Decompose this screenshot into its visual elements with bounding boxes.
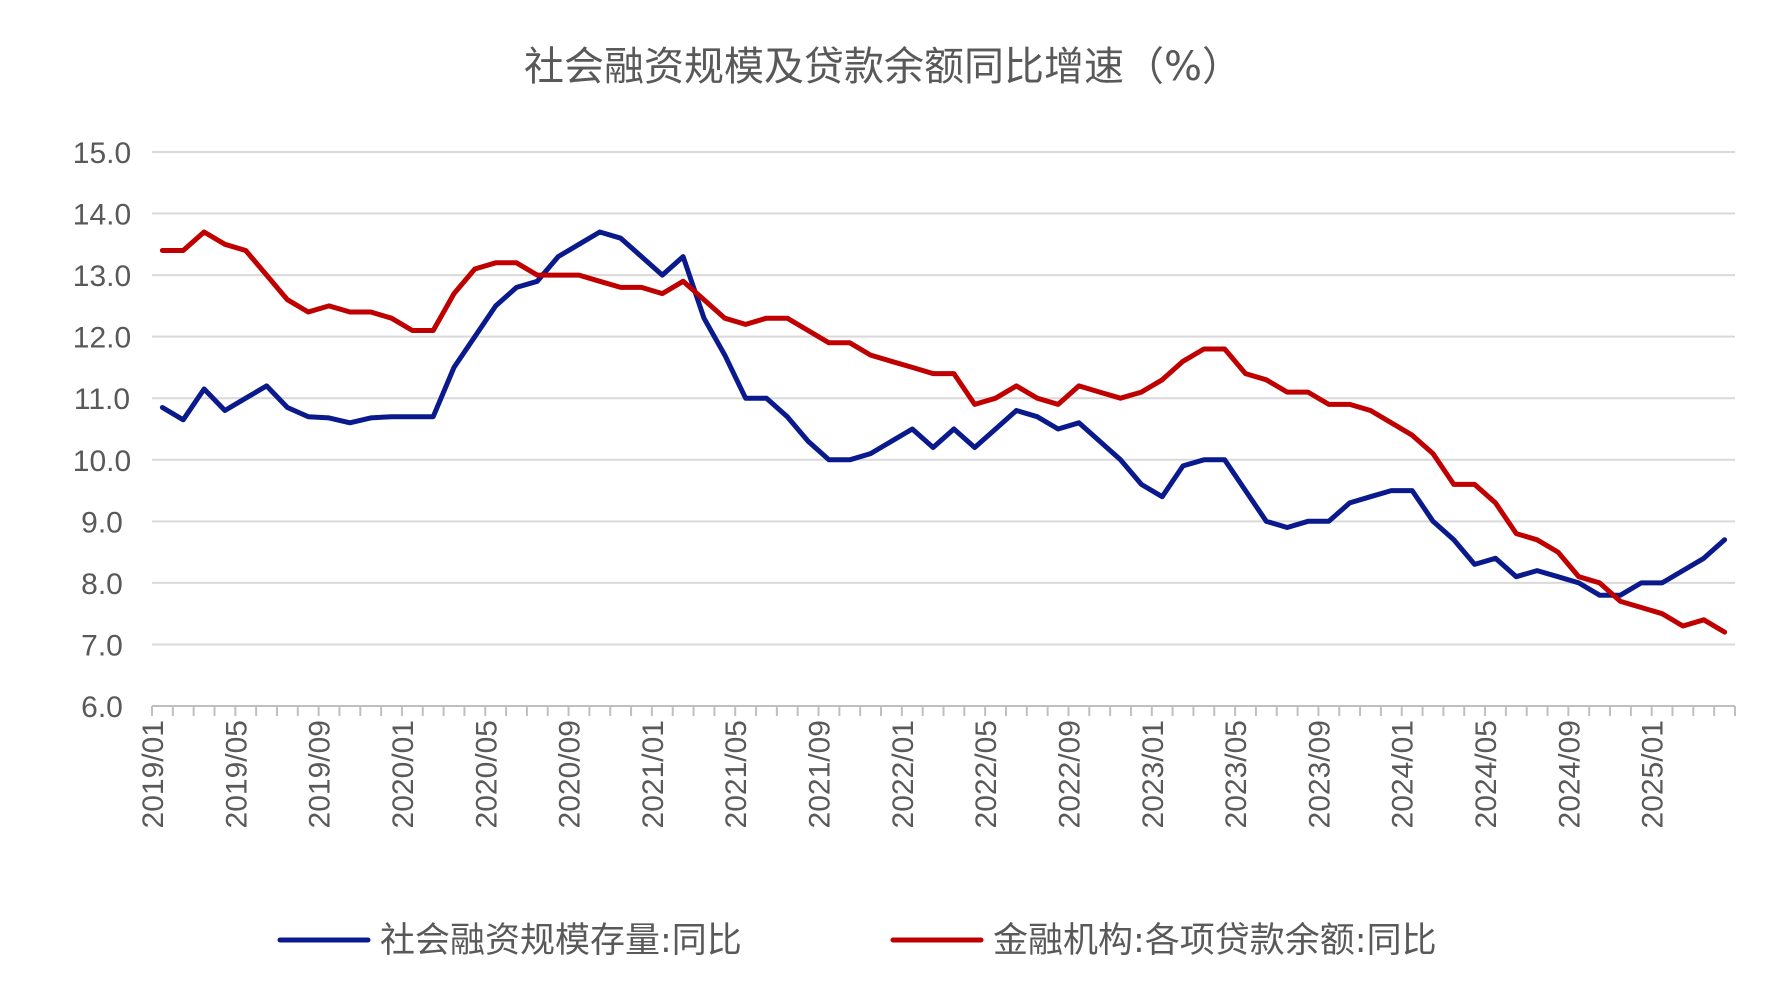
x-axis-ticks: 2019/01 2019/05 2019/09 2020/01 2020/05 2020/… <box>137 720 1670 828</box>
series-line-1 <box>159 229 1728 598</box>
y-tick-label: 9.0 <box>81 506 123 539</box>
x-tick-label: 2022/05 <box>970 720 1003 828</box>
y-tick-label: 13.0 <box>73 260 131 293</box>
x-tick-label: 2019/01 <box>137 720 170 828</box>
y-tick-label: 12.0 <box>73 322 131 355</box>
y-tick-label: 8.0 <box>81 568 123 601</box>
y-tick-label: 7.0 <box>81 629 123 662</box>
x-tick-label: 2020/05 <box>470 720 503 828</box>
y-tick-label: 14.0 <box>73 199 131 232</box>
series-line-2 <box>159 229 1728 635</box>
x-tick-label: 2024/05 <box>1470 720 1503 828</box>
y-tick-label: 6.0 <box>81 691 123 724</box>
x-tick-label: 2023/05 <box>1220 720 1253 828</box>
x-tick-label: 2022/01 <box>887 720 920 828</box>
x-tick-label: 2025/01 <box>1637 720 1670 828</box>
x-tick-label: 2024/01 <box>1387 720 1420 828</box>
x-tick-label: 2020/01 <box>387 720 420 828</box>
y-tick-label: 15.0 <box>73 137 131 170</box>
x-tick-label: 2023/01 <box>1137 720 1170 828</box>
x-tick-label: 2023/09 <box>1303 720 1336 828</box>
x-tick-label: 2020/09 <box>554 720 587 828</box>
y-tick-label: 11.0 <box>74 383 130 416</box>
y-axis-ticks: 15.0 14.0 13.0 12.0 11.0 10.0 9.0 8.0 7.0 6.0 <box>73 137 131 724</box>
x-axis <box>151 705 1736 716</box>
x-tick-label: 2021/05 <box>720 720 753 828</box>
x-tick-label: 2022/09 <box>1053 720 1086 828</box>
legend-label-1: 社会融资规模存量:同比 <box>380 921 742 961</box>
gridlines <box>152 151 1735 646</box>
y-tick-label: 10.0 <box>73 445 131 478</box>
series-lines <box>159 229 1728 635</box>
legend: 社会融资规模存量:同比 金融机构:各项贷款余额:同比 <box>277 921 1437 961</box>
x-tick-label: 2021/01 <box>637 720 670 828</box>
legend-label-2: 金融机构:各项贷款余额:同比 <box>993 921 1437 961</box>
x-tick-label: 2021/09 <box>804 720 837 828</box>
x-tick-label: 2019/09 <box>304 720 337 828</box>
x-tick-label: 2024/09 <box>1553 720 1586 828</box>
chart-title: 社会融资规模及贷款余额同比增速（%） <box>524 44 1242 90</box>
x-tick-label: 2019/05 <box>220 720 253 828</box>
